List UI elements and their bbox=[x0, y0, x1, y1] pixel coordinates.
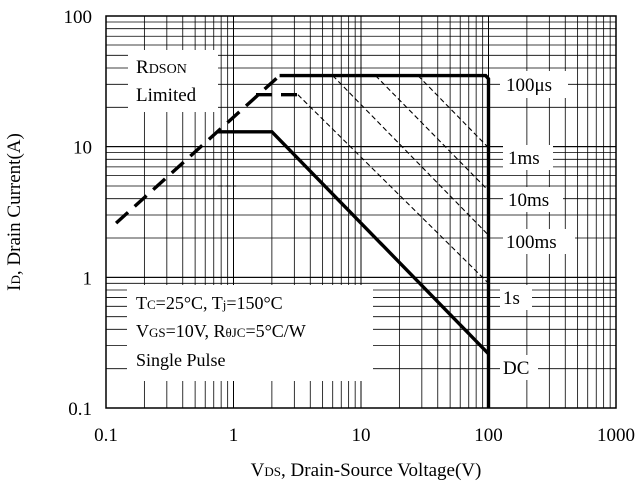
curve-label-bg-10ms bbox=[503, 187, 563, 212]
cond1-j-sub: j bbox=[222, 297, 227, 312]
cond2-end: =5°C/W bbox=[245, 321, 305, 341]
curve-label-100us: 100μs bbox=[506, 75, 552, 96]
rdson-label-bg bbox=[128, 50, 218, 112]
series-r-dson-limited-line bbox=[114, 74, 281, 225]
rdson-label-sub: DSON bbox=[149, 62, 187, 77]
cond2-v: V bbox=[136, 321, 149, 341]
y-axis-title-main: I bbox=[4, 285, 25, 291]
y-tick-label: 1 bbox=[83, 268, 93, 289]
condition-temperature: TC=25°C, Tj=150°C bbox=[136, 293, 283, 313]
series-4-line bbox=[297, 94, 489, 284]
cond2-mid: =10V, R bbox=[166, 321, 226, 341]
cond2-gs-sub: GS bbox=[149, 325, 166, 340]
y-axis-title-rest: , Drain Current(A) bbox=[4, 133, 25, 275]
series-6-line bbox=[375, 75, 489, 192]
curve-label-bg-1ms bbox=[503, 145, 553, 170]
series-100-s-line bbox=[279, 73, 491, 408]
series-group bbox=[114, 73, 491, 408]
series-7-line bbox=[417, 75, 489, 149]
y-axis-title-sub: D bbox=[8, 275, 23, 284]
curve-label-10ms: 10ms bbox=[508, 190, 549, 211]
condition-pulse: Single Pulse bbox=[136, 350, 226, 370]
curve-label-1s: 1s bbox=[503, 288, 520, 309]
y-tick-labels: 0.1 1 10 100 bbox=[64, 7, 93, 420]
condition-voltage: VGS=10V, RθJC=5°C/W bbox=[136, 321, 306, 341]
curve-label-bg-1s bbox=[500, 285, 532, 310]
series-dc-line bbox=[217, 130, 490, 355]
rdson-label-line2: Limited bbox=[136, 85, 197, 106]
cond1-end: =150°C bbox=[226, 293, 282, 313]
cond1-mid: =25°C, T bbox=[156, 293, 223, 313]
rdson-label: RDSON bbox=[136, 57, 187, 78]
x-axis-title-sub: DS bbox=[264, 464, 281, 479]
y-tick-label: 0.1 bbox=[68, 399, 92, 420]
curve-label-dc: DC bbox=[503, 358, 529, 379]
x-tick-labels: 0.1 1 10 100 1000 bbox=[94, 425, 635, 446]
y-tick-label: 100 bbox=[64, 7, 93, 28]
cond2-thjc-sub: θJC bbox=[225, 325, 245, 340]
x-tick-label: 1000 bbox=[597, 425, 635, 446]
curve-label-bg-100us bbox=[500, 71, 568, 98]
y-tick-label: 10 bbox=[73, 138, 92, 159]
curve-label-100ms: 100ms bbox=[506, 232, 557, 253]
x-axis-title: VDS, Drain-Source Voltage(V) bbox=[251, 460, 482, 481]
curve-label-1ms: 1ms bbox=[508, 148, 540, 169]
conditions-box-bg bbox=[127, 285, 373, 381]
series-5-line bbox=[332, 75, 489, 236]
x-axis-title-main: V bbox=[251, 460, 265, 481]
cond1-c-sub: C bbox=[147, 297, 156, 312]
plot-frame bbox=[105, 15, 617, 409]
x-tick-label: 100 bbox=[474, 425, 503, 446]
x-axis-title-rest: , Drain-Source Voltage(V) bbox=[281, 460, 481, 481]
rdson-label-main: R bbox=[136, 57, 149, 78]
curve-label-bg-100ms bbox=[503, 229, 575, 254]
x-tick-label: 0.1 bbox=[94, 425, 118, 446]
y-axis-title: ID, Drain Current(A) bbox=[4, 133, 25, 291]
cond1-t: T bbox=[136, 293, 147, 313]
curve-label-bg-dc bbox=[500, 355, 538, 380]
x-tick-label: 10 bbox=[352, 425, 371, 446]
x-tick-label: 1 bbox=[229, 425, 239, 446]
